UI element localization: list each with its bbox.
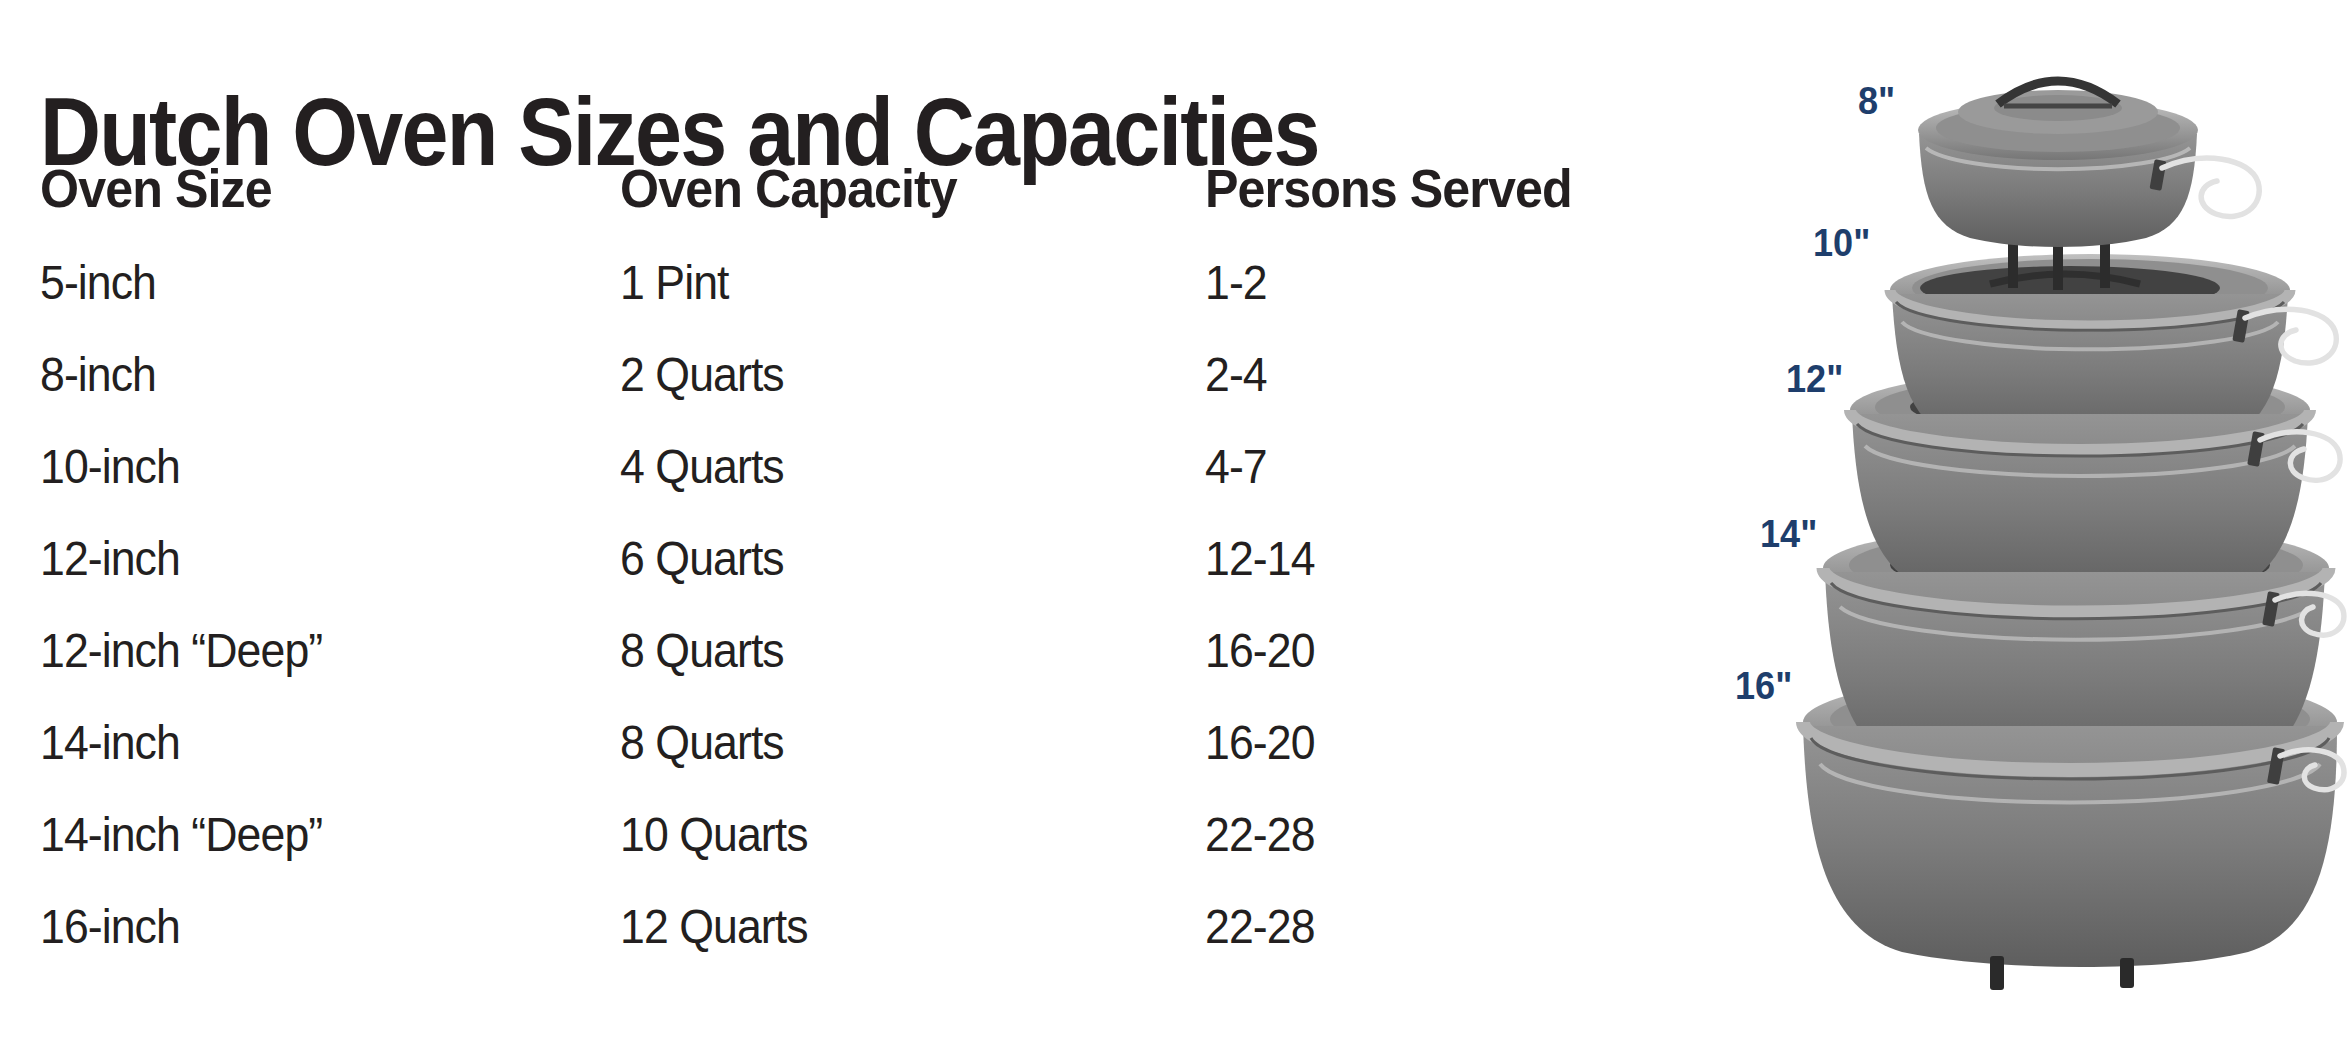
table-cell-persons: 1-2 <box>1205 236 1640 328</box>
size-label-12in: 12" <box>1786 358 1843 401</box>
dutch-oven-stack-figure: 8" 10" 12" 14" 16" <box>1690 0 2347 1038</box>
table-cell-capacity: 10 Quarts <box>620 788 1205 880</box>
table-cell-capacity: 6 Quarts <box>620 512 1205 604</box>
table-cell-persons: 2-4 <box>1205 328 1640 420</box>
table-cell-size: 12-inch “Deep” <box>40 604 620 696</box>
table-cell-size: 12-inch <box>40 512 620 604</box>
sizes-table-grid: Oven Size Oven Capacity Persons Served 5… <box>40 140 1640 972</box>
table-cell-size: 14-inch <box>40 696 620 788</box>
table-cell-persons: 16-20 <box>1205 696 1640 788</box>
table-cell-capacity: 12 Quarts <box>620 880 1205 972</box>
table-cell-capacity: 2 Quarts <box>620 328 1205 420</box>
size-label-8in: 8" <box>1858 80 1895 123</box>
table-cell-persons: 16-20 <box>1205 604 1640 696</box>
sizes-table: Oven Size Oven Capacity Persons Served 5… <box>40 140 1640 972</box>
table-cell-size: 8-inch <box>40 328 620 420</box>
table-cell-size: 16-inch <box>40 880 620 972</box>
size-label-14in: 14" <box>1760 513 1817 556</box>
table-cell-capacity: 8 Quarts <box>620 604 1205 696</box>
size-label-10in: 10" <box>1813 222 1870 265</box>
table-cell-persons: 22-28 <box>1205 788 1640 880</box>
table-cell-persons: 12-14 <box>1205 512 1640 604</box>
column-header-oven-size: Oven Size <box>40 140 620 236</box>
size-label-16in: 16" <box>1735 665 1792 708</box>
column-header-persons-served: Persons Served <box>1205 140 1640 236</box>
pot-16in <box>1803 722 2344 990</box>
table-cell-capacity: 8 Quarts <box>620 696 1205 788</box>
table-cell-persons: 4-7 <box>1205 420 1640 512</box>
table-cell-capacity: 1 Pint <box>620 236 1205 328</box>
column-header-oven-capacity: Oven Capacity <box>620 140 1205 236</box>
table-cell-capacity: 4 Quarts <box>620 420 1205 512</box>
table-cell-persons: 22-28 <box>1205 880 1640 972</box>
table-cell-size: 14-inch “Deep” <box>40 788 620 880</box>
table-cell-size: 5-inch <box>40 236 620 328</box>
table-cell-size: 10-inch <box>40 420 620 512</box>
